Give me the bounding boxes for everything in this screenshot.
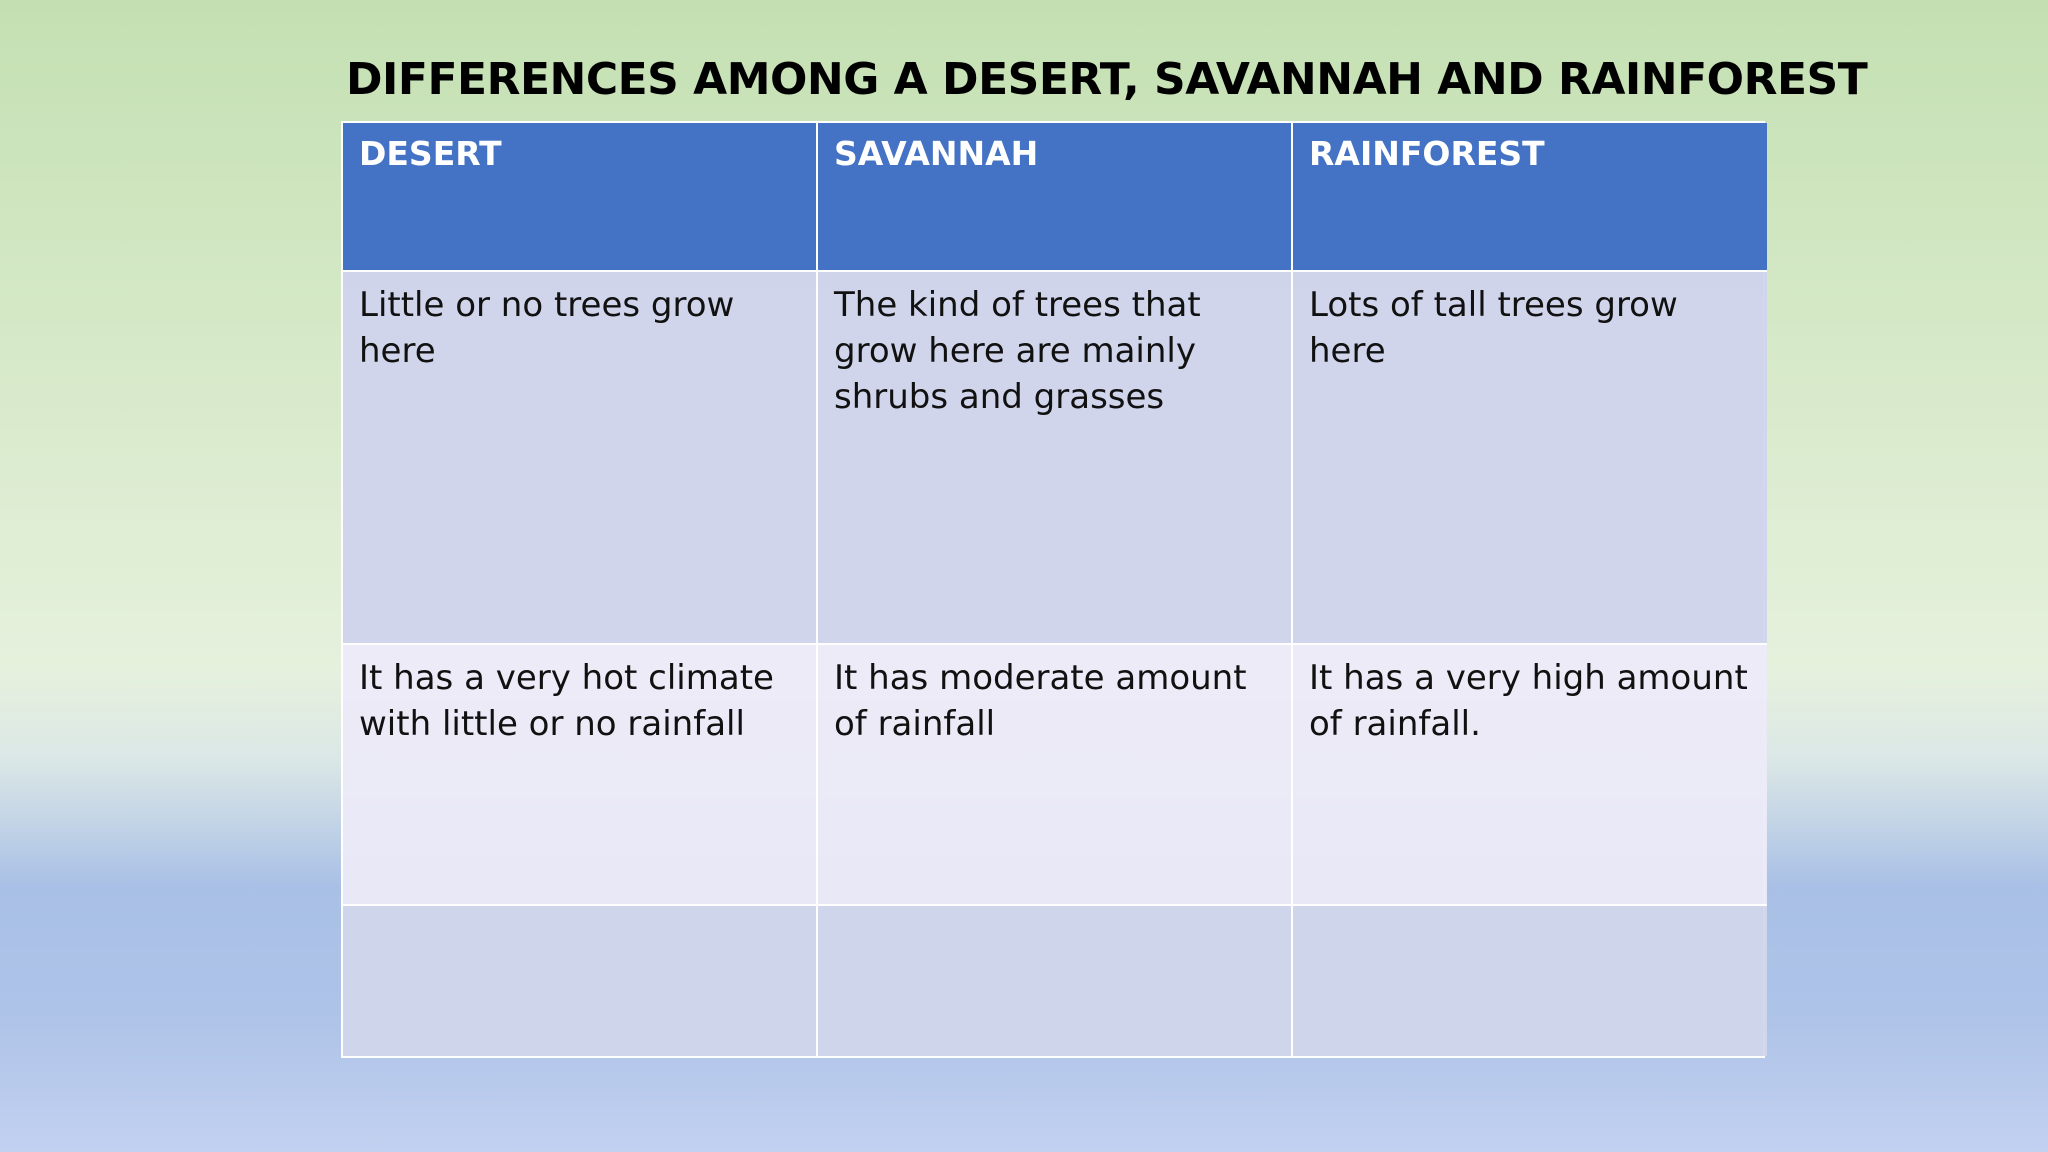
header-cell: DESERT (343, 123, 818, 272)
table-cell: It has a very hot climate with little or… (343, 645, 818, 906)
table-cell: Little or no trees grow here (343, 272, 818, 645)
table-cell: It has a very high amount of rainfall. (1293, 645, 1767, 906)
table-cell: It has moderate amount of rainfall (818, 645, 1293, 906)
empty-cell (1293, 906, 1767, 1056)
header-cell: SAVANNAH (818, 123, 1293, 272)
table-cell: Lots of tall trees grow here (1293, 272, 1767, 645)
table-cell: The kind of trees that grow here are mai… (818, 272, 1293, 645)
empty-cell (818, 906, 1293, 1056)
comparison-table: DESERT SAVANNAH RAINFOREST Little or no … (341, 121, 1767, 1058)
slide-title: DIFFERENCES AMONG A DESERT, SAVANNAH AND… (346, 54, 1868, 105)
header-cell: RAINFOREST (1293, 123, 1767, 272)
empty-cell (343, 906, 818, 1056)
